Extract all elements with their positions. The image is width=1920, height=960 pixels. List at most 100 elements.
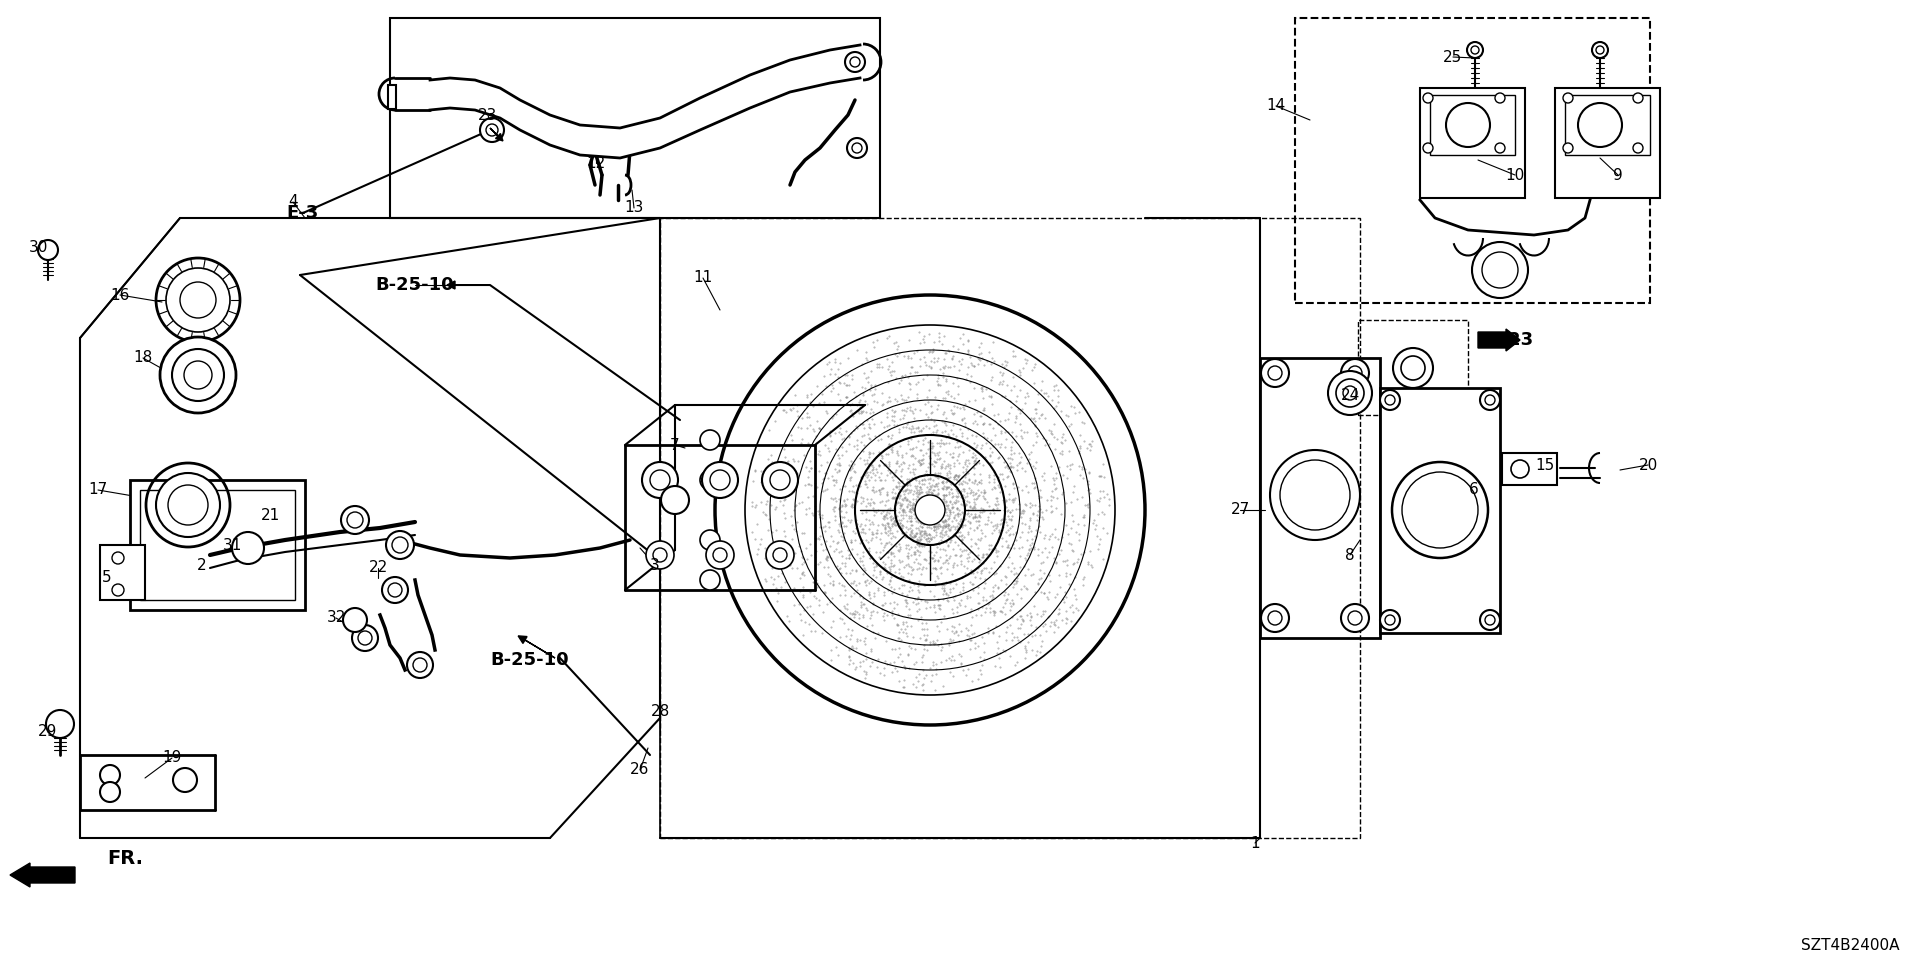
- Circle shape: [184, 361, 211, 389]
- Circle shape: [392, 537, 407, 553]
- Circle shape: [710, 470, 730, 490]
- Circle shape: [1402, 472, 1478, 548]
- Circle shape: [344, 608, 367, 632]
- Text: 6: 6: [1469, 483, 1478, 497]
- Bar: [140, 490, 296, 600]
- Circle shape: [712, 548, 728, 562]
- Circle shape: [1380, 610, 1400, 630]
- Circle shape: [641, 462, 678, 498]
- Text: 9: 9: [1613, 167, 1622, 182]
- Circle shape: [1634, 143, 1644, 153]
- Circle shape: [1392, 462, 1488, 558]
- Circle shape: [351, 625, 378, 651]
- Bar: [660, 218, 1359, 838]
- Circle shape: [1348, 611, 1361, 625]
- Bar: [1430, 95, 1515, 155]
- Circle shape: [1480, 610, 1500, 630]
- Bar: [131, 480, 305, 610]
- Circle shape: [1394, 348, 1432, 388]
- Circle shape: [1482, 252, 1519, 288]
- Circle shape: [1634, 93, 1644, 103]
- Text: 13: 13: [624, 201, 643, 215]
- Text: 31: 31: [223, 538, 242, 553]
- Bar: [1357, 320, 1469, 415]
- Circle shape: [173, 349, 225, 401]
- Bar: [100, 545, 146, 600]
- Circle shape: [1267, 611, 1283, 625]
- Circle shape: [766, 541, 795, 569]
- Text: 20: 20: [1638, 458, 1657, 472]
- Circle shape: [173, 768, 198, 792]
- Circle shape: [1267, 366, 1283, 380]
- Circle shape: [1336, 379, 1363, 407]
- Circle shape: [1473, 242, 1528, 298]
- Circle shape: [653, 548, 666, 562]
- Circle shape: [169, 485, 207, 525]
- FancyArrow shape: [10, 863, 75, 887]
- Circle shape: [762, 462, 799, 498]
- Bar: [1380, 388, 1500, 633]
- Text: 29: 29: [38, 725, 58, 739]
- Text: 4: 4: [288, 195, 298, 209]
- Polygon shape: [430, 45, 860, 158]
- Circle shape: [388, 583, 401, 597]
- Text: E-3: E-3: [286, 204, 319, 222]
- Circle shape: [701, 570, 720, 590]
- Bar: [1421, 88, 1524, 198]
- Circle shape: [100, 765, 119, 785]
- Text: SZT4B2400A: SZT4B2400A: [1801, 938, 1901, 952]
- Text: B-25-10: B-25-10: [376, 276, 455, 294]
- Circle shape: [348, 512, 363, 528]
- FancyArrow shape: [518, 636, 555, 658]
- Circle shape: [159, 337, 236, 413]
- Circle shape: [707, 541, 733, 569]
- Circle shape: [38, 240, 58, 260]
- Circle shape: [1423, 143, 1432, 153]
- Bar: [1555, 88, 1661, 198]
- Circle shape: [774, 548, 787, 562]
- Text: 18: 18: [132, 350, 152, 366]
- Circle shape: [1348, 366, 1361, 380]
- Text: 28: 28: [651, 705, 670, 719]
- Text: 12: 12: [586, 156, 605, 171]
- Circle shape: [851, 57, 860, 67]
- Text: 11: 11: [693, 271, 712, 285]
- Circle shape: [1402, 356, 1425, 380]
- Text: 1: 1: [1250, 835, 1260, 851]
- Circle shape: [1484, 615, 1496, 625]
- Circle shape: [111, 552, 125, 564]
- Circle shape: [100, 782, 119, 802]
- Circle shape: [357, 631, 372, 645]
- Bar: [390, 18, 879, 218]
- Circle shape: [845, 52, 866, 72]
- Bar: [1294, 18, 1649, 303]
- Circle shape: [1511, 460, 1528, 478]
- Text: 25: 25: [1444, 50, 1463, 64]
- Circle shape: [111, 584, 125, 596]
- Circle shape: [1269, 450, 1359, 540]
- Circle shape: [703, 462, 737, 498]
- Circle shape: [386, 531, 415, 559]
- Text: 14: 14: [1267, 99, 1286, 113]
- Circle shape: [1261, 359, 1288, 387]
- Circle shape: [1384, 395, 1396, 405]
- Circle shape: [770, 470, 789, 490]
- Text: 22: 22: [369, 561, 388, 575]
- Text: 15: 15: [1536, 458, 1555, 472]
- FancyArrow shape: [1478, 329, 1521, 351]
- Text: 21: 21: [261, 508, 280, 522]
- Text: 3: 3: [651, 558, 660, 572]
- Circle shape: [1384, 615, 1396, 625]
- Text: 16: 16: [109, 287, 131, 302]
- Text: 5: 5: [102, 570, 111, 586]
- Text: FR.: FR.: [108, 849, 142, 868]
- Circle shape: [1467, 42, 1482, 58]
- Circle shape: [1340, 604, 1369, 632]
- Text: 19: 19: [163, 751, 182, 765]
- Circle shape: [651, 470, 670, 490]
- Circle shape: [1563, 93, 1572, 103]
- Circle shape: [1596, 46, 1603, 54]
- Circle shape: [1471, 46, 1478, 54]
- Text: 2: 2: [198, 558, 207, 572]
- Circle shape: [1446, 103, 1490, 147]
